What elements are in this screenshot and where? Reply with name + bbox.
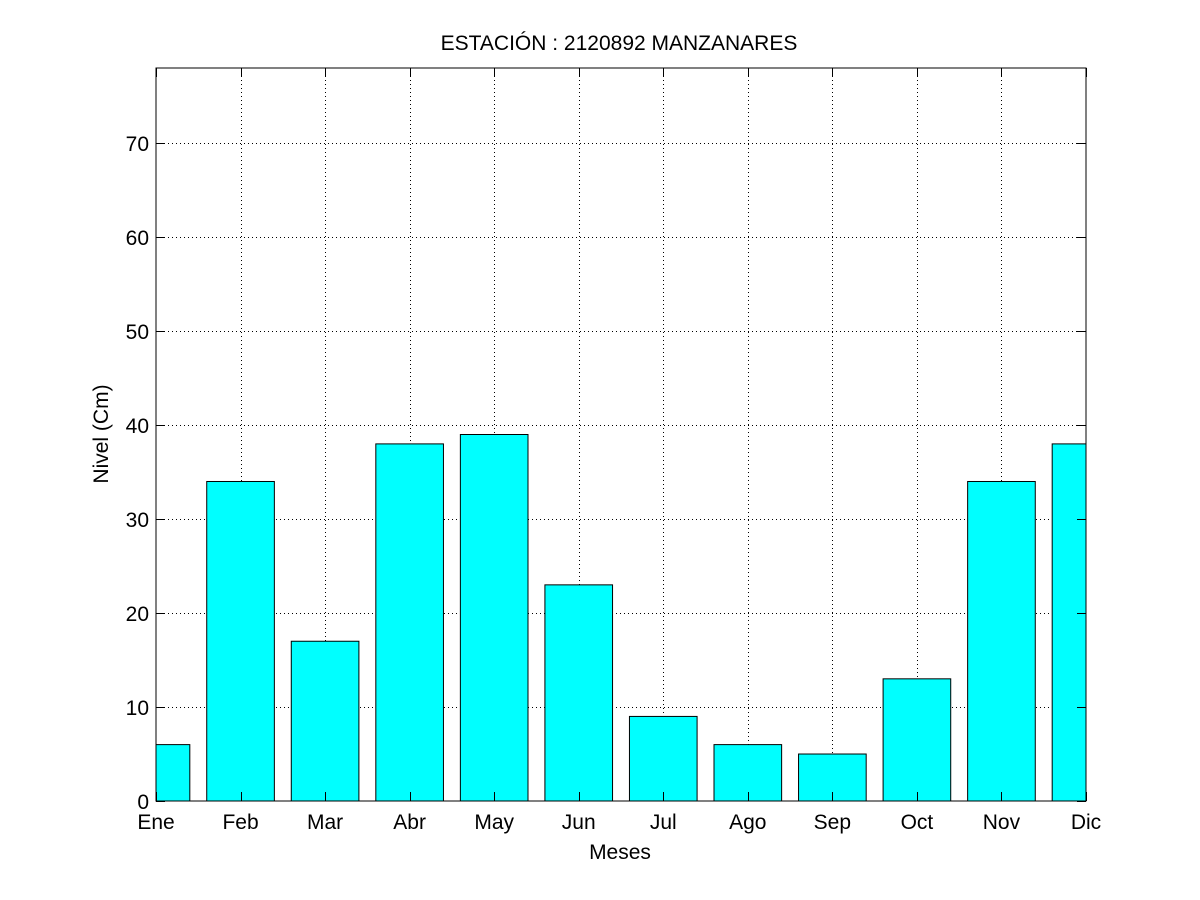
x-tick-label-nov: Nov <box>983 811 1021 834</box>
y-tick-label: 60 <box>126 227 149 250</box>
x-tick-label-mar: Mar <box>307 811 343 834</box>
y-tick-labels: 0 10 20 30 40 50 60 70 <box>126 133 149 814</box>
bar-nov <box>967 480 1036 802</box>
y-tick-label: 70 <box>126 133 149 156</box>
x-tick-label-abr: Abr <box>393 811 426 834</box>
bar-dic <box>1051 443 1087 802</box>
grid <box>156 68 1086 801</box>
y-tick-label: 0 <box>137 791 149 814</box>
x-tick-label-jul: Jul <box>650 811 677 834</box>
bar-may <box>459 434 529 802</box>
bar-ene <box>155 744 191 802</box>
x-tick-label-dic: Dic <box>1071 811 1101 834</box>
bar-ago <box>713 744 783 802</box>
x-tick-label-feb: Feb <box>222 811 258 834</box>
y-tick-label: 20 <box>126 603 149 626</box>
y-tick-label: 10 <box>126 697 149 720</box>
y-tick-label: 50 <box>126 321 149 344</box>
plot-frame <box>155 67 1087 802</box>
bar-abr <box>375 443 444 802</box>
bars <box>155 434 1087 802</box>
x-tick-label-ago: Ago <box>729 811 766 834</box>
x-tick-label-oct: Oct <box>901 811 934 834</box>
bar-jul <box>628 715 698 802</box>
x-tick-label-sep: Sep <box>814 811 851 834</box>
x-tick-labels: Ene Feb Mar Abr May Jun Jul Ago Sep Oct Nov Dic <box>137 811 1101 834</box>
bar-oct <box>882 678 952 802</box>
bar-mar <box>290 640 360 802</box>
y-tick-label: 40 <box>126 415 149 438</box>
x-axis-label: Meses <box>589 841 651 864</box>
x-tick-label-jun: Jun <box>562 811 596 834</box>
x-tick-label-may: May <box>474 811 514 834</box>
bar-jun <box>544 584 614 802</box>
y-tick-label: 30 <box>126 509 149 532</box>
x-tick-label-ene: Ene <box>137 811 174 834</box>
chart-title: ESTACIÓN : 2120892 MANZANARES <box>441 32 798 55</box>
bar-feb <box>206 480 275 802</box>
y-axis-label: Nivel (Cm) <box>90 384 113 483</box>
ticks <box>156 68 1087 802</box>
